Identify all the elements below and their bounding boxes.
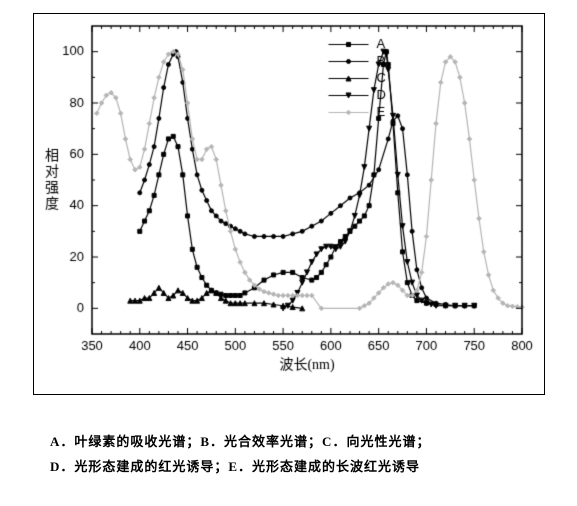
caption-row-2: D．光形态建成的红光诱导；E．光形态建成的长波红光诱导 bbox=[50, 455, 527, 480]
caption: A．叶绿素的吸收光谱；B．光合效率光谱；C．向光性光谱； D．光形态建成的红光诱… bbox=[0, 430, 577, 479]
caption-row-1: A．叶绿素的吸收光谱；B．光合效率光谱；C．向光性光谱； bbox=[50, 430, 527, 455]
spectra-chart bbox=[33, 13, 545, 395]
